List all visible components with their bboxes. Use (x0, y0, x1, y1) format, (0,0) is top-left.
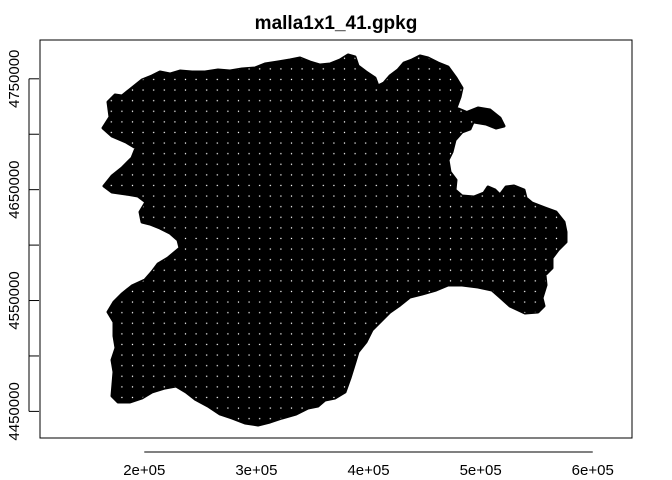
y-axis: 4450000 4550000 4650000 4750000 (6, 50, 39, 441)
x-tick-label: 2e+05 (123, 462, 165, 479)
region-polygon (101, 53, 568, 427)
y-tick-label: 4450000 (6, 382, 23, 440)
x-axis: 2e+05 3e+05 4e+05 5e+05 6e+05 (123, 451, 614, 479)
x-tick-label: 5e+05 (460, 462, 502, 479)
x-tick-label: 4e+05 (347, 462, 389, 479)
chart-title: malla1x1_41.gpkg (255, 13, 418, 34)
x-tick-label: 3e+05 (235, 462, 277, 479)
y-tick-label: 4750000 (6, 50, 23, 108)
plot-frame (39, 39, 633, 439)
x-tick-label: 6e+05 (572, 462, 614, 479)
y-tick-label: 4550000 (6, 271, 23, 329)
y-tick-label: 4650000 (6, 160, 23, 218)
